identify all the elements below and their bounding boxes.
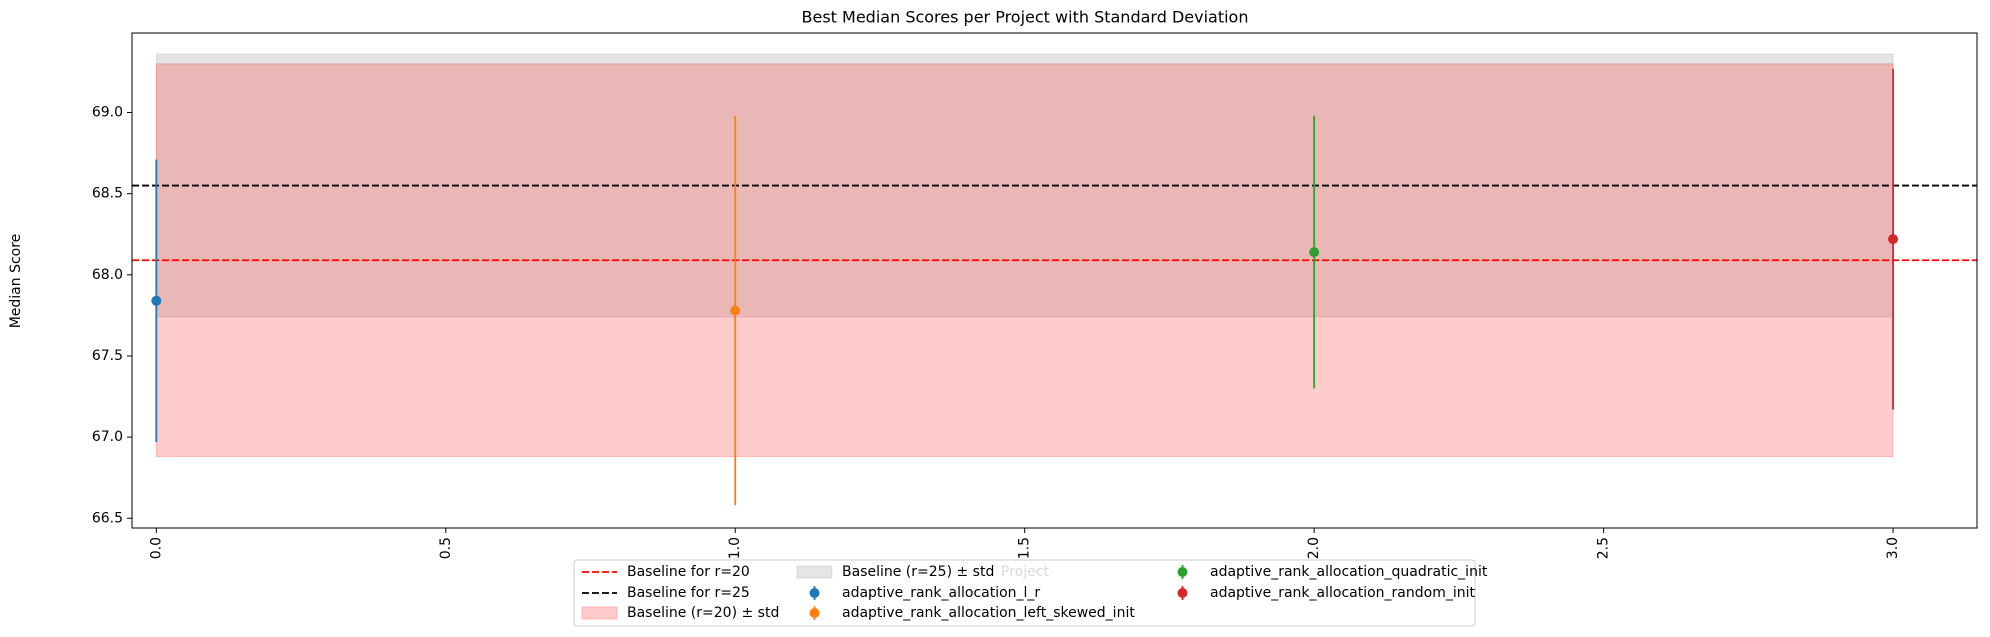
x-tick-label: 1.0: [727, 537, 743, 559]
x-tick-label: 0.5: [438, 537, 454, 559]
legend-box: [573, 559, 1476, 627]
x-tick-label: 3.0: [1885, 537, 1901, 559]
point: [730, 305, 741, 316]
chart-title: Best Median Scores per Project with Stan…: [802, 8, 1249, 27]
point: [1888, 234, 1899, 245]
legend-swatch: [809, 588, 820, 598]
y-tick-label: 69.0: [92, 105, 123, 121]
x-tick-label: 0.0: [148, 537, 164, 559]
legend-label: Baseline (r=20) ± std: [627, 605, 779, 621]
x-tick-label: 2.5: [1596, 537, 1612, 559]
plot-frame: [131, 32, 1978, 529]
legend-swatch: [1177, 567, 1188, 577]
y-tick-label: 67.5: [92, 348, 123, 364]
legend-swatch: [1177, 588, 1188, 598]
legend-swatch: [581, 606, 618, 620]
y-tick-label: 67.0: [92, 429, 123, 445]
y-tick-label: 68.5: [92, 186, 123, 202]
legend-label: adaptive_rank_allocation_quadratic_init: [1210, 564, 1488, 580]
legend-label: adaptive_rank_allocation_left_skewed_ini…: [842, 605, 1135, 621]
legend-swatch: [809, 608, 820, 618]
y-axis-label: Median Score: [8, 234, 24, 329]
legend-label: Baseline (r=25) ± std: [842, 564, 994, 580]
x-tick-label: 2.0: [1306, 537, 1322, 559]
legend-swatch: [796, 565, 833, 579]
y-tick-label: 68.0: [92, 267, 123, 283]
legend-label: Baseline for r=25: [627, 585, 750, 601]
point: [1309, 247, 1320, 258]
point: [151, 295, 162, 306]
x-tick-label: 1.5: [1017, 537, 1033, 559]
y-tick-label: 66.5: [92, 510, 123, 526]
legend-label: adaptive_rank_allocation_l_r: [842, 585, 1040, 601]
legend-label: Baseline for r=20: [627, 564, 750, 580]
legend-label: adaptive_rank_allocation_random_init: [1210, 585, 1475, 601]
